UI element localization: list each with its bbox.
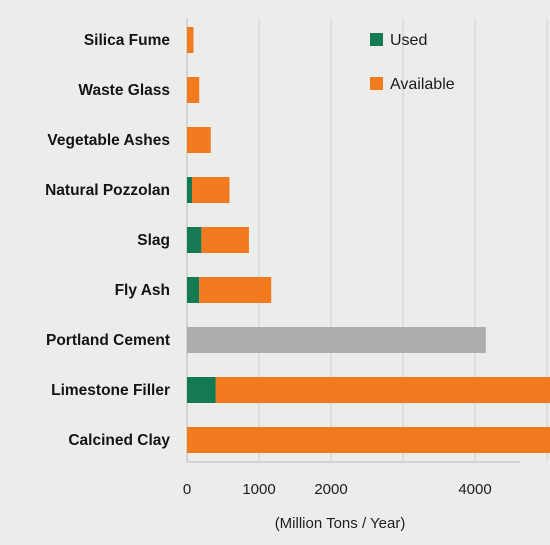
- tick-label-2000: 2000: [314, 481, 347, 498]
- bar-slag-available: [201, 227, 249, 253]
- bar-fly-ash-available: [199, 277, 272, 303]
- bars: [187, 27, 550, 453]
- bar-waste-glass-available: [187, 77, 200, 103]
- legend-swatch-used: [370, 33, 383, 46]
- category-label-calcined-clay: Calcined Clay: [68, 432, 170, 449]
- category-label-limestone-filler: Limestone Filler: [51, 382, 170, 399]
- bar-limestone-filler-used: [187, 377, 216, 403]
- category-label-natural-pozzolan: Natural Pozzolan: [45, 182, 170, 199]
- category-label-waste-glass: Waste Glass: [78, 82, 170, 99]
- bar-silica-fume-available: [187, 27, 194, 53]
- category-label-slag: Slag: [137, 232, 170, 249]
- bar-calcined-clay-available: [187, 427, 550, 453]
- tick-labels: 01000200040006000: [183, 481, 492, 498]
- category-label-portland-cement: Portland Cement: [46, 332, 170, 349]
- bar-limestone-filler-available: [215, 377, 550, 403]
- bar-portland-cement-total: [187, 327, 486, 353]
- bar-vegetable-ashes-available: [187, 127, 211, 153]
- bar-natural-pozzolan-available: [192, 177, 230, 203]
- category-labels: Silica Fume Waste Glass Vegetable Ashes Nat…: [45, 32, 170, 449]
- legend-label-available: Available: [390, 76, 455, 93]
- bar-fly-ash-used: [187, 277, 200, 303]
- category-label-fly-ash: Fly Ash: [115, 282, 170, 299]
- legend: Used Available: [370, 32, 455, 93]
- category-label-vegetable-ashes: Vegetable Ashes: [47, 132, 170, 149]
- bar-natural-pozzolan-used: [187, 177, 193, 203]
- x-axis-title: (Million Tons / Year): [275, 515, 406, 532]
- category-label-silica-fume: Silica Fume: [84, 32, 171, 49]
- tick-label-0: 0: [183, 481, 191, 498]
- tick-label-4000: 4000: [458, 481, 491, 498]
- tick-label-1000: 1000: [242, 481, 275, 498]
- legend-label-used: Used: [390, 32, 427, 49]
- legend-swatch-available: [370, 77, 383, 90]
- bar-slag-used: [187, 227, 202, 253]
